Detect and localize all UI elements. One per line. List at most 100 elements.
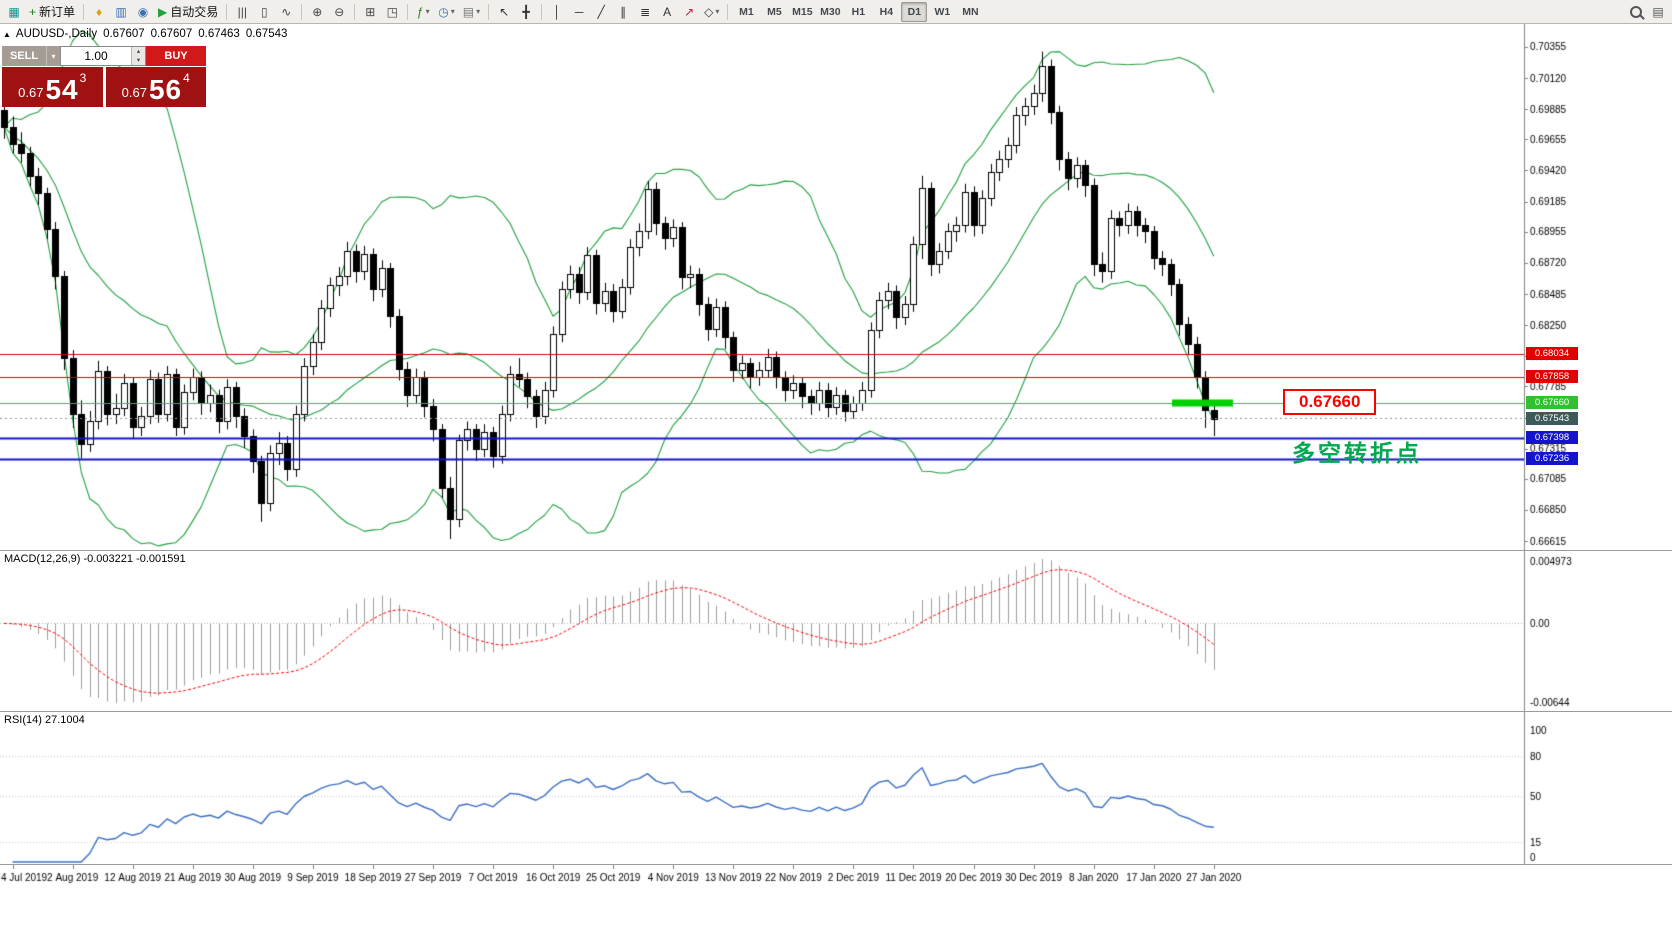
zoom-out-icon: ⊖ — [334, 4, 345, 19]
toolbar-separator — [407, 3, 409, 20]
ohlc-high: 0.67607 — [150, 28, 193, 40]
buy-price-point: 4 — [183, 71, 190, 85]
bars-chart-icon: ||| — [237, 4, 247, 19]
dropdown-caret-icon: ▾ — [476, 7, 481, 16]
line-chart-icon: ∿ — [281, 4, 292, 19]
tile-windows-button[interactable]: ⊞ — [360, 2, 380, 22]
timeframe-w1-button[interactable]: W1 — [934, 5, 951, 18]
buy-button[interactable]: BUY — [146, 46, 206, 66]
new-order-button[interactable]: + 新订单 — [26, 2, 78, 22]
indicators-button[interactable]: ƒ ▾ — [413, 2, 433, 22]
shapes-button[interactable]: ◇ ▾ — [701, 2, 722, 22]
one-click-trading-panel: SELL ▾ ▴ ▾ BUY 0.67 54 3 0.6 — [2, 46, 206, 107]
toolbar-separator — [83, 3, 85, 20]
indicators-icon: ƒ — [416, 4, 424, 19]
hline-price-tag-0: 0.68034 — [1526, 347, 1578, 361]
chart-window-icon: ▦ — [4, 2, 24, 22]
periods-button[interactable]: ◷ ▾ — [435, 2, 458, 22]
sell-dropdown[interactable]: ▾ — [46, 46, 60, 66]
timeframe-mn-button[interactable]: MN — [962, 5, 979, 18]
sell-button[interactable]: SELL — [2, 46, 46, 66]
chevron-down-icon: ▾ — [51, 51, 56, 61]
channel-button[interactable]: ∥ — [613, 2, 633, 22]
autotrading-button[interactable]: ▶ 自动交易 — [155, 2, 221, 22]
trendline-icon: ╱ — [597, 4, 605, 19]
dropdown-caret-icon: ▾ — [715, 7, 720, 16]
autotrading-label: 自动交易 — [170, 5, 219, 19]
crosshair-button[interactable]: ╋ — [516, 2, 536, 22]
buy-price-pips: 56 — [148, 74, 183, 105]
timeframe-m1-button[interactable]: M1 — [739, 5, 754, 18]
toolbox-button[interactable]: ▤ — [1648, 2, 1668, 22]
timeframe-h1-button[interactable]: H1 — [851, 5, 866, 18]
cursor-button[interactable]: ↖ — [494, 2, 514, 22]
lot-size-stepper[interactable]: ▴ ▾ — [131, 47, 145, 65]
toolbar-separator — [354, 3, 356, 20]
dropdown-caret-icon: ▾ — [450, 7, 455, 16]
zoom-out-button[interactable]: ⊖ — [329, 2, 349, 22]
macd-canvas[interactable] — [0, 551, 1672, 711]
chart-symbol-label: AUDUSD-,Daily — [15, 28, 98, 40]
shapes-icon: ◇ — [704, 4, 714, 19]
search-icon — [1630, 5, 1642, 18]
market-watch-button[interactable]: ♦ — [89, 2, 109, 22]
search-button[interactable] — [1626, 2, 1646, 22]
timeframe-m30-button[interactable]: M30 — [820, 5, 841, 18]
toolbar: ▦ + 新订单 ♦ ▥ ◉ ▶ 自动交易 ||| ▯ ∿ ⊕ ⊖ ⊞ ◳ ƒ ▾ ◷ ▾ ▤ ▾ ↖ ╋ │ ─ ╱ ∥ ≣ A ↗ ◇ ▾ M… — [0, 0, 1672, 24]
rsi-panel: RSI(14) 27.1004 — [0, 712, 1672, 865]
vertical-line-button[interactable]: │ — [547, 2, 567, 22]
toolbar-separator — [541, 3, 543, 20]
crosshair-icon: ╋ — [522, 4, 530, 19]
candlestick-chart-icon: ▯ — [260, 4, 268, 19]
tile-windows-icon: ⊞ — [365, 4, 376, 19]
bars-chart-button[interactable]: ||| — [232, 2, 252, 22]
timeframe-m15-button[interactable]: M15 — [792, 5, 813, 18]
zoom-in-button[interactable]: ⊕ — [307, 2, 327, 22]
hline-price-tag-4: 0.67236 — [1526, 452, 1578, 466]
toolbar-separator — [488, 3, 490, 20]
sell-price-button[interactable]: 0.67 54 3 — [2, 67, 103, 107]
main-chart-canvas[interactable] — [0, 24, 1672, 550]
bottom-spacer — [0, 889, 1672, 947]
one-click-toggle-icon[interactable]: ▲ — [3, 29, 11, 39]
toolbar-separator — [301, 3, 303, 20]
fibonacci-icon: ≣ — [640, 4, 651, 19]
buy-price-button[interactable]: 0.67 56 4 — [105, 67, 206, 107]
time-axis[interactable] — [0, 865, 1672, 889]
fibonacci-button[interactable]: ≣ — [635, 2, 655, 22]
dropdown-caret-icon: ▾ — [425, 7, 430, 16]
lot-size-box: ▴ ▾ — [60, 46, 146, 66]
templates-icon: ▤ — [462, 4, 475, 19]
data-window-icon: ▥ — [115, 4, 127, 19]
hline-price-tag-3: 0.67398 — [1526, 431, 1578, 445]
stepper-down-icon[interactable]: ▾ — [132, 56, 145, 65]
cursor-icon: ↖ — [499, 4, 510, 19]
turning-point-label[interactable]: 多空转折点 — [1292, 439, 1422, 466]
current-price-tag: 0.67543 — [1526, 411, 1578, 425]
trendline-button[interactable]: ╱ — [591, 2, 611, 22]
lot-size-input[interactable] — [61, 47, 131, 65]
navigator-button[interactable]: ◉ — [133, 2, 153, 22]
templates-button[interactable]: ▤ ▾ — [460, 2, 483, 22]
timeframe-h4-button[interactable]: H4 — [879, 5, 894, 18]
horizontal-line-button[interactable]: ─ — [569, 2, 589, 22]
hline-price-tag-2: 0.67660 — [1526, 396, 1578, 410]
ohlc-open: 0.67607 — [103, 28, 145, 40]
timeframe-d1-button[interactable]: D1 — [901, 1, 928, 22]
autotrading-icon: ▶ — [158, 4, 168, 19]
time-axis-canvas[interactable] — [0, 865, 1672, 889]
horizontal-line-icon: ─ — [574, 4, 584, 19]
rsi-canvas[interactable] — [0, 712, 1672, 864]
text-button[interactable]: A — [657, 2, 677, 22]
data-window-button[interactable]: ▥ — [111, 2, 131, 22]
toolbox-icon: ▤ — [1652, 4, 1664, 19]
market-watch-icon: ♦ — [95, 4, 103, 19]
line-chart-button[interactable]: ∿ — [276, 2, 296, 22]
cascade-windows-button[interactable]: ◳ — [382, 2, 402, 22]
stepper-up-icon[interactable]: ▴ — [132, 47, 145, 56]
candlestick-chart-button[interactable]: ▯ — [254, 2, 274, 22]
arrow-label-button[interactable]: ↗ — [679, 2, 699, 22]
timeframe-m5-button[interactable]: M5 — [767, 5, 782, 18]
price-annotation-box[interactable]: 0.67660 — [1283, 388, 1377, 415]
